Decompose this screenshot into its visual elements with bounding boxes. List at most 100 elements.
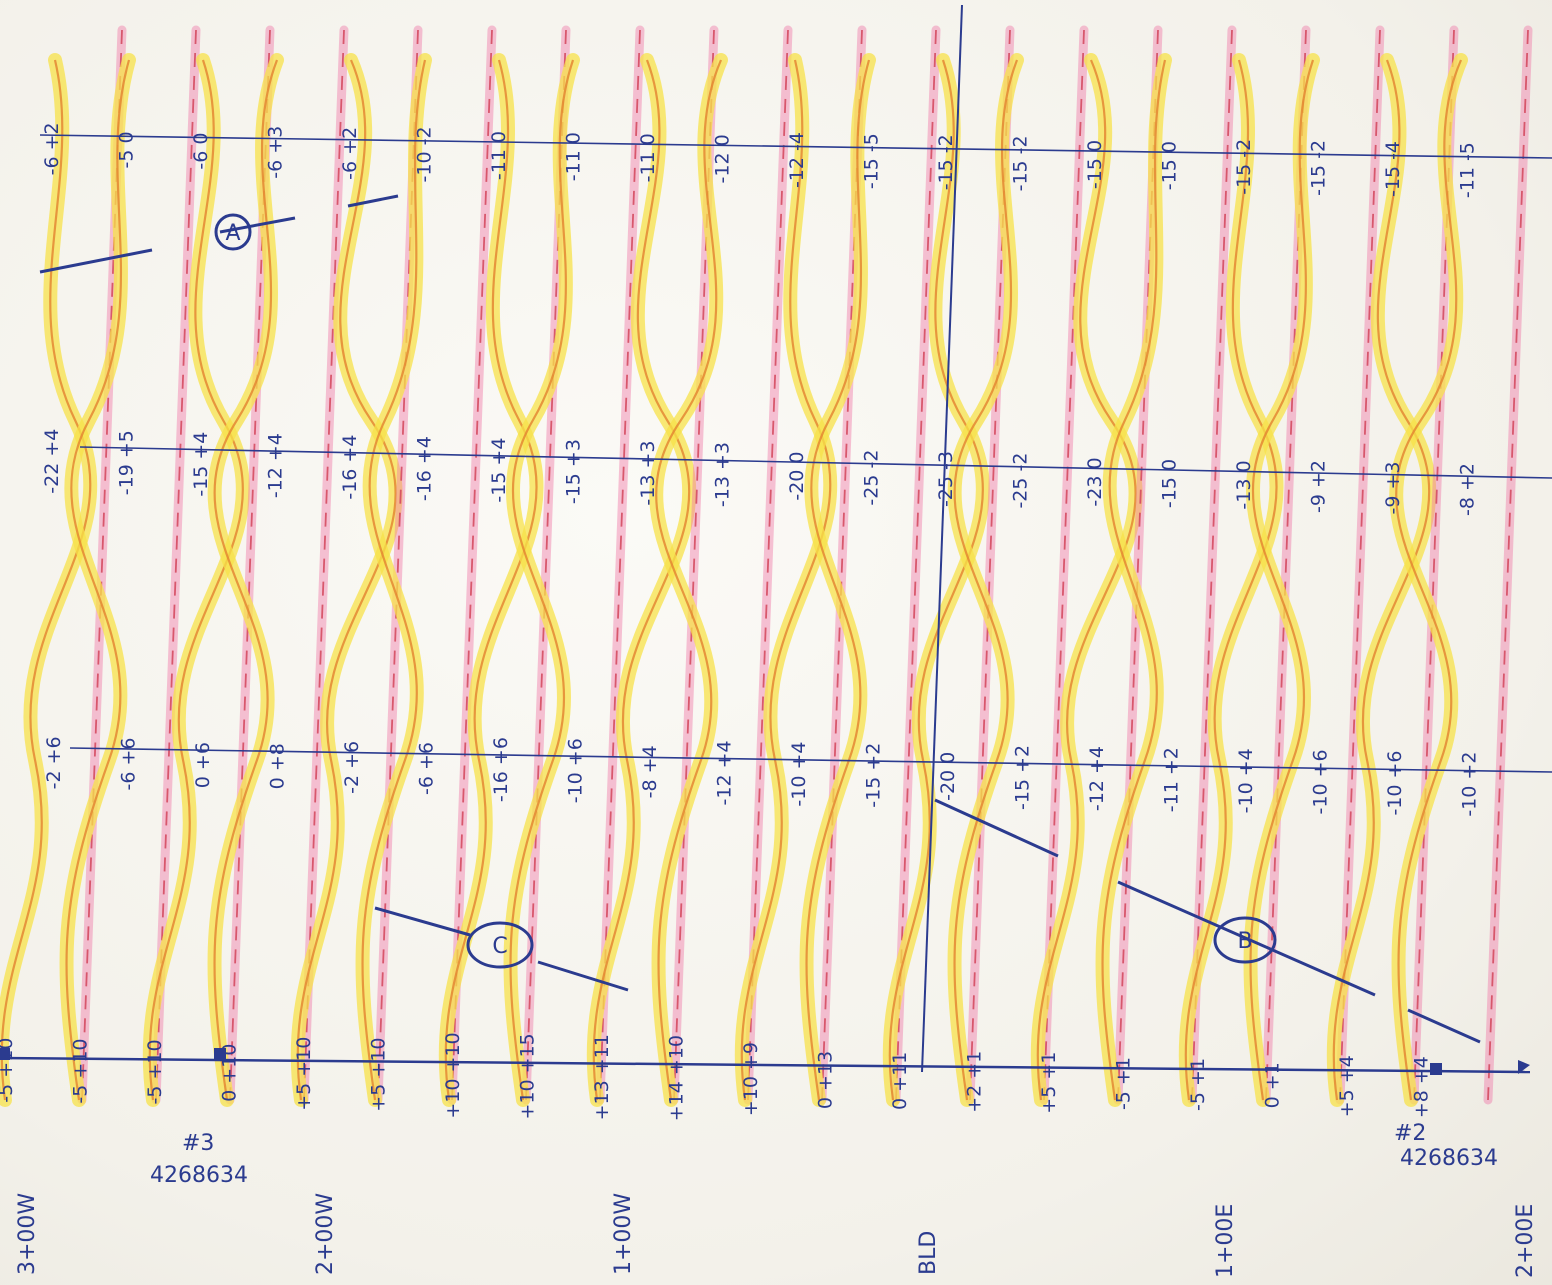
anomaly-axis-a-far (347, 194, 399, 208)
claim-post-2-label: #2 (1394, 1121, 1426, 1146)
reading-line-bottom-5: +5 +10 (368, 1038, 390, 1112)
reading-line-low-8: -8 +4 (639, 745, 661, 798)
reading-line-top-3: -6 +3 (265, 126, 287, 179)
orange-profile-12 (888, 59, 984, 1101)
orange-profile-15 (1101, 59, 1167, 1101)
reading-line-bottom-1: -5 +10 (70, 1038, 92, 1103)
reading-line-low-1: -6 +6 (118, 738, 140, 791)
dash-line-13 (1043, 29, 1085, 1101)
reading-line-mid-3: -12 +4 (265, 433, 287, 498)
station-label-bld: BLD (916, 1231, 941, 1275)
reading-line-bottom-11: 0 +13 (815, 1051, 837, 1109)
dash-line-6 (525, 29, 567, 1101)
corner-post-marker (0, 1048, 10, 1060)
orange-profile-7 (509, 59, 575, 1101)
baseline-arrow (1518, 1060, 1530, 1074)
traverse-line-top (39, 134, 1552, 159)
reading-line-top-14: -15 0 (1084, 140, 1106, 189)
reading-line-mid-1: -19 +5 (116, 430, 138, 495)
dash-line-15 (1191, 29, 1233, 1101)
reading-line-top-19: -11 -5 (1457, 142, 1479, 198)
traverse-line-mid (79, 446, 1552, 479)
orange-profile-1 (65, 59, 131, 1101)
anomaly-axis-b-end (1407, 1008, 1481, 1044)
reading-line-bottom-12: 0 +11 (889, 1052, 911, 1110)
reading-line-top-8: -11 0 (637, 133, 659, 182)
reading-line-low-19: -10 +2 (1459, 752, 1481, 817)
claim-post-3-marker (214, 1048, 226, 1060)
orange-profile-16 (1184, 59, 1278, 1101)
reading-line-mid-15: -15 0 (1159, 459, 1181, 508)
reading-line-low-4: -2 +6 (341, 741, 363, 794)
reading-line-bottom-4: +5 +10 (293, 1037, 315, 1111)
reading-line-mid-14: -23 0 (1084, 457, 1106, 506)
reading-line-mid-13: -25 -2 (1010, 453, 1032, 509)
claim-post-3-number: 4268634 (150, 1163, 248, 1188)
reading-line-top-4: -6 +2 (339, 127, 361, 180)
dash-line-4 (377, 29, 419, 1101)
dash-line-5 (451, 29, 493, 1101)
dash-line-16 (1265, 29, 1307, 1101)
reading-line-bottom-19: +8 +4 (1411, 1056, 1433, 1118)
anomaly-axis-b-top (934, 798, 1059, 858)
reading-line-bottom-18: +5 +4 (1336, 1055, 1358, 1117)
anomaly-axis-a-right (219, 216, 296, 234)
reading-line-bottom-16: -5 +1 (1187, 1058, 1209, 1111)
yellow-profile-10 (734, 53, 838, 1107)
anomaly-a-label: A (225, 221, 240, 246)
reading-line-mid-10: -20 0 (786, 451, 808, 500)
reading-line-top-2: -6 0 (190, 133, 212, 170)
traverse-line-low (69, 747, 1552, 773)
reading-line-low-17: -10 +6 (1310, 749, 1332, 814)
anomaly-axis-a-left (39, 248, 153, 274)
reading-line-bottom-8: +13 +11 (591, 1034, 613, 1120)
orange-profile-9 (655, 59, 723, 1101)
claim-post-3-label: #3 (182, 1131, 214, 1156)
station-label-2w: 2+00W (313, 1193, 338, 1275)
reading-line-low-6: -16 +6 (490, 737, 512, 802)
reading-line-bottom-10: +10 +9 (740, 1042, 762, 1116)
orange-profile-4 (296, 59, 397, 1101)
reading-line-low-2: 0 +6 (192, 742, 214, 788)
baseline-bottom (0, 1056, 1531, 1074)
orange-profile-5 (361, 59, 427, 1101)
reading-line-low-12: -20 0 (937, 752, 959, 801)
dash-line-2 (229, 29, 271, 1101)
station-label-2e: 2+00E (1513, 1204, 1538, 1278)
orange-profile-13 (953, 59, 1019, 1101)
field-readings: -5 +10-5 +10-5 +100 +10+5 +10+5 +10+10 +… (0, 122, 1481, 1121)
orange-profile-19 (1395, 59, 1463, 1101)
reading-line-top-15: -15 0 (1159, 141, 1181, 190)
reading-line-top-6: -11 0 (488, 131, 510, 180)
dash-line-8 (673, 29, 715, 1101)
reading-line-low-5: -6 +6 (416, 742, 438, 795)
reading-line-mid-18: -9 +3 (1382, 461, 1404, 514)
reading-line-low-0: -2 +6 (43, 736, 65, 789)
dash-line-1 (155, 29, 197, 1101)
reading-line-top-13: -15 -2 (1010, 135, 1032, 191)
orange-profile-18 (1332, 59, 1431, 1101)
anomaly-c-circle (466, 921, 534, 969)
orange-profile-2 (148, 59, 244, 1101)
survey-grid (0, 4, 1552, 1074)
orange-profile-14 (1036, 59, 1137, 1101)
anomaly-c-label: C (492, 934, 507, 959)
reading-line-mid-0: -22 +4 (41, 429, 63, 494)
reading-line-mid-6: -15 +4 (488, 438, 510, 503)
reading-line-top-17: -15 -2 (1308, 140, 1330, 196)
reading-line-low-14: -12 +4 (1086, 746, 1108, 811)
reading-line-bottom-2: -5 +10 (144, 1039, 166, 1104)
reading-line-mid-2: -15 +4 (190, 432, 212, 497)
reading-line-low-7: -10 +6 (565, 738, 587, 803)
reading-line-low-10: -10 +4 (788, 742, 810, 807)
dash-line-10 (821, 29, 863, 1101)
reading-line-low-11: -15 +2 (863, 743, 885, 808)
claim-post-2-marker (1430, 1063, 1442, 1075)
reading-line-top-0: -6 +2 (41, 122, 63, 175)
reading-line-top-18: -15 -4 (1382, 141, 1404, 197)
reading-line-top-12: -15 -2 (935, 134, 957, 190)
reading-line-bottom-6: +10 +10 (442, 1032, 464, 1118)
baseline-vertical (921, 4, 963, 1073)
